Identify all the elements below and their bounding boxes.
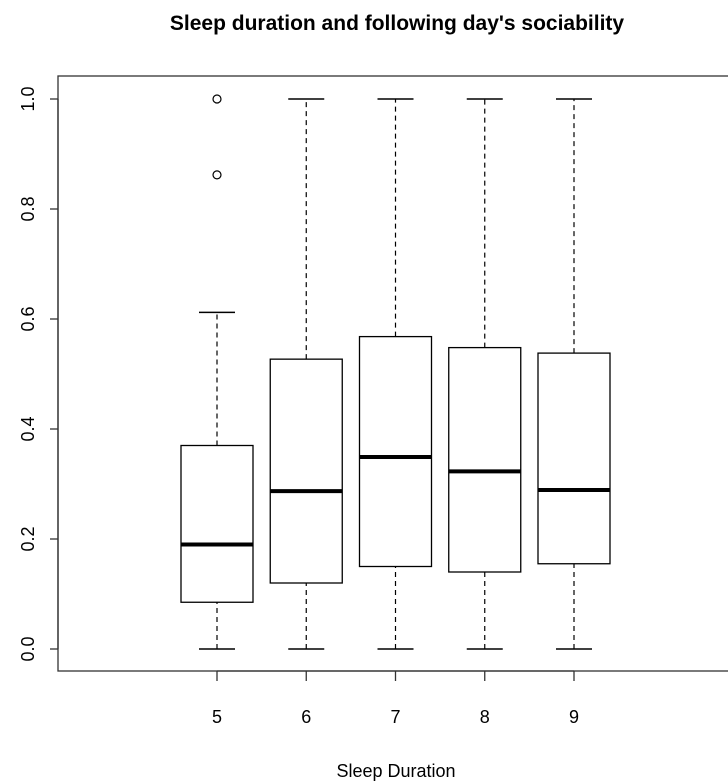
y-tick-label: 0.4 [18,416,38,441]
y-tick-label: 0.2 [18,526,38,551]
x-tick-label: 7 [390,707,400,727]
chart-title: Sleep duration and following day's socia… [170,12,625,35]
x-tick-label: 6 [301,707,311,727]
x-tick-label: 9 [569,707,579,727]
box-8 [448,98,522,650]
y-tick-label: 1.0 [18,86,38,111]
box-5 [180,94,254,650]
y-tick-label: 0.8 [18,196,38,221]
iqr-box [269,358,343,584]
box-9 [537,98,611,650]
y-tick-label: 0.0 [18,636,38,661]
iqr-box [180,444,254,603]
x-axis-label: Sleep Duration [336,761,455,781]
y-axis: 0.0 0.2 0.4 0.6 0.8 1.0 [18,86,59,662]
iqr-box [448,346,522,573]
x-tick-label: 8 [480,707,490,727]
y-tick-label: 0.6 [18,306,38,331]
outlier-point [212,170,222,180]
box-6 [269,98,343,650]
iqr-box [537,352,611,565]
iqr-box [358,335,433,568]
x-tick-label: 5 [212,707,222,727]
x-axis: 5 6 7 8 9 [212,670,579,727]
outlier-point [212,94,222,104]
boxes-group [180,94,611,650]
box-7 [358,98,433,650]
